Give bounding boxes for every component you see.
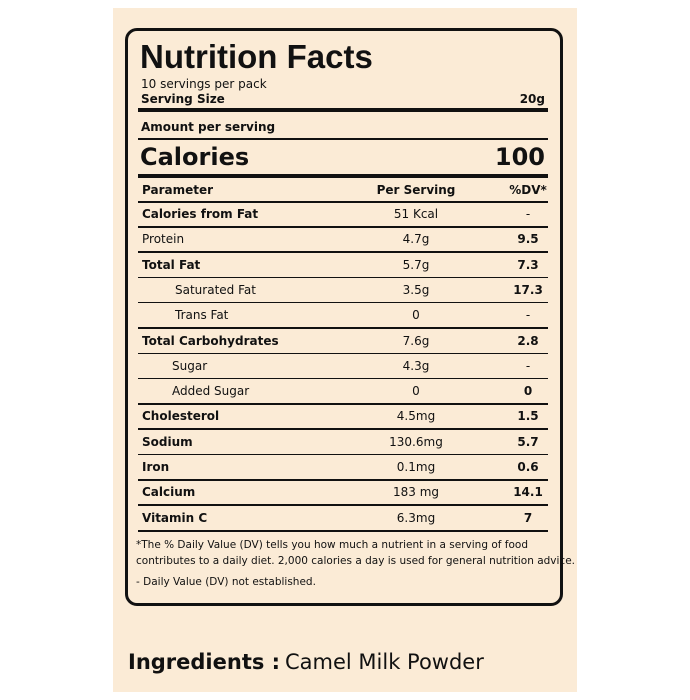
row-dv: 0.6 [517,460,539,474]
row-amount: 4.5mg [396,409,436,424]
row-name: Total Carbohydrates [142,333,279,348]
label-box [125,28,563,606]
row-dv: 0 [523,384,533,399]
row-name: Saturated Fat [175,282,256,297]
row-dv: 5.7 [517,434,539,449]
row-amount: 7.6g [402,333,430,348]
row-name: Cholesterol [142,409,220,424]
rule [138,504,548,506]
row-name: Sodium [142,434,193,449]
row-amount: 3.5g [402,282,430,297]
rule [138,377,548,380]
header-dv: %DV* [509,183,547,197]
row-dv: 9.5 [517,232,539,247]
rule [138,453,548,456]
row-name: Sugar [172,358,208,373]
ingredients-value: Camel Milk Powder [285,650,484,674]
rule [138,251,548,253]
row-dv: 7 [523,510,533,525]
row-dv: 2.8 [517,333,539,348]
row-name: Protein [142,232,185,247]
rule [138,138,548,140]
row-amount: 4.3g [402,358,430,373]
row-dv: - [525,207,531,221]
row-name: Calories from Fat [142,207,259,221]
row-dv: 7.3 [517,257,539,272]
row-name: Added Sugar [172,384,250,399]
label-panel [113,8,577,692]
row-amount: 4.7g [402,232,430,247]
rule [138,108,548,112]
row-dv: 1.5 [517,409,539,424]
row-amount: 0.1mg [396,460,436,474]
row-name: Calcium [142,485,196,500]
serving-size-label: Serving Size [141,92,225,106]
rule [138,529,548,532]
ingredients-label: Ingredients : [128,650,281,674]
calories-value: 100 [494,143,545,171]
footnote: contributes to a daily diet. 2,000 calor… [136,555,575,567]
rule [138,403,548,405]
rule [138,226,548,228]
row-amount: 183 mg [392,485,440,500]
row-amount: 0 [412,308,420,323]
rule [138,201,548,203]
rule [138,352,548,354]
rule [138,327,548,329]
row-dv: - [525,308,531,323]
row-amount: 130.6mg [389,434,443,449]
row-name: Total Fat [142,257,201,272]
rule [138,428,548,430]
row-dv: - [525,358,531,373]
footnote: - Daily Value (DV) not established. [136,576,316,588]
row-dv: 17.3 [513,282,543,297]
row-name: Trans Fat [175,308,229,323]
rule [138,301,548,304]
amount-per-serving: Amount per serving [141,120,276,134]
footnote: *The % Daily Value (DV) tells you how mu… [136,539,529,551]
row-name: Iron [142,460,170,474]
title: Nutrition Facts [140,38,373,75]
servings: 10 servings per pack [141,77,267,91]
row-dv: 14.1 [513,485,543,500]
serving-size-value: 20g [519,92,545,106]
row-amount: 0 [412,384,420,399]
rule [138,174,548,178]
calories-label: Calories [140,143,250,171]
row-amount: 51 Kcal [393,207,439,221]
header-name: Parameter [142,183,214,197]
header-amount: Per Serving [376,183,456,197]
rule [138,479,548,481]
row-amount: 5.7g [402,257,430,272]
row-amount: 6.3mg [396,510,436,525]
rule [138,276,548,279]
row-name: Vitamin C [142,510,208,525]
